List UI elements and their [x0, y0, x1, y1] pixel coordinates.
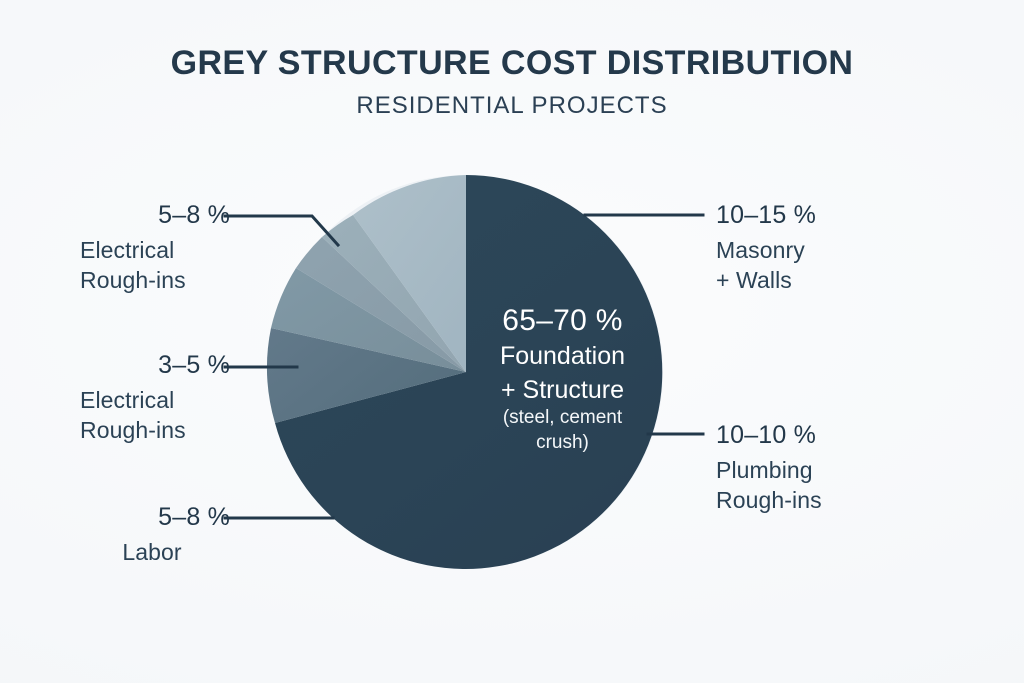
pie-slice-plumbing[interactable]	[322, 215, 466, 372]
pie-slice-masonry[interactable]	[353, 175, 466, 372]
pie-slice-electrical-mid[interactable]	[271, 268, 466, 372]
leader-line-electrical-top	[223, 214, 341, 248]
leader-lines	[223, 213, 705, 520]
pie-slice-foundation[interactable]	[275, 175, 663, 569]
pie-slice-labor[interactable]	[267, 328, 466, 423]
pie-slice-electrical-top[interactable]	[296, 237, 466, 372]
